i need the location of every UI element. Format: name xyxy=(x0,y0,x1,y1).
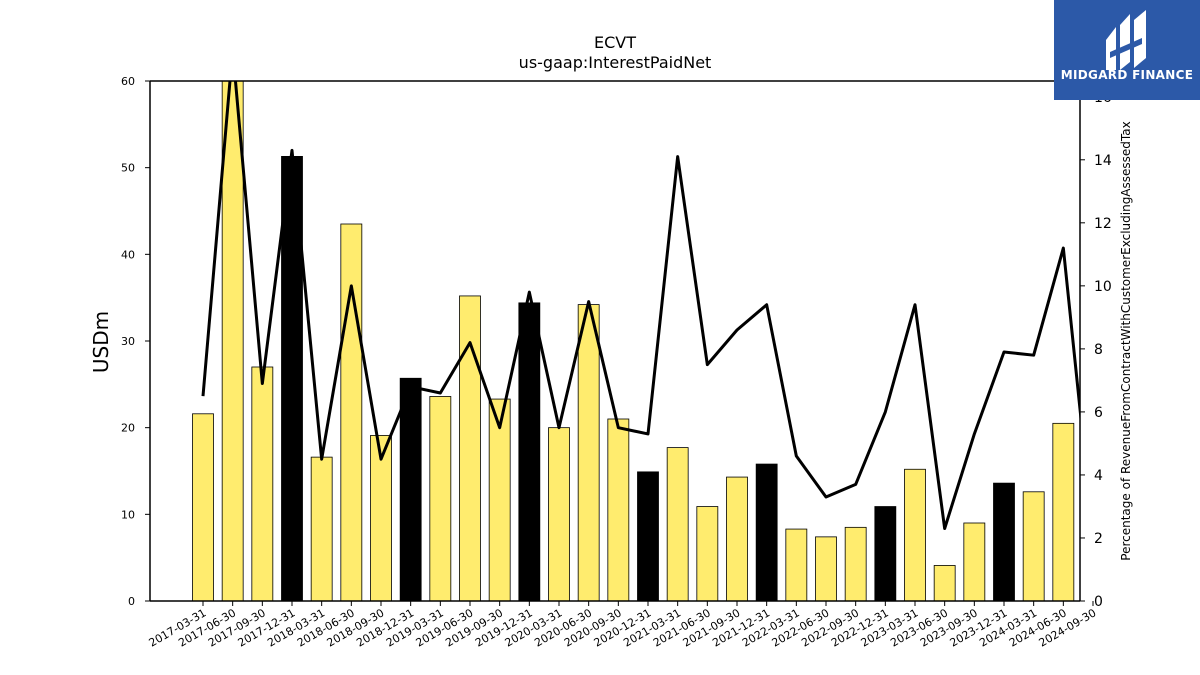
bar xyxy=(755,463,778,601)
bar xyxy=(785,528,808,601)
bar xyxy=(370,435,392,601)
bar xyxy=(251,366,274,601)
y2-tick-label: 0 xyxy=(1094,594,1103,610)
bar xyxy=(310,456,333,601)
bar xyxy=(696,506,719,601)
bar xyxy=(221,81,244,601)
chart-title: ECVT xyxy=(594,33,636,52)
bar xyxy=(399,377,422,601)
y-tick-label: 60 xyxy=(121,75,135,88)
y-tick-label: 30 xyxy=(121,335,135,348)
logo-text: MIDGARD FINANCE xyxy=(1060,68,1194,82)
bar xyxy=(933,565,956,601)
bar xyxy=(518,302,541,601)
bar xyxy=(726,476,748,601)
bar xyxy=(429,396,452,601)
y-axis-label: USDm xyxy=(89,311,113,373)
y2-tick-label: 6 xyxy=(1094,405,1103,421)
logo-mark-icon xyxy=(1106,10,1146,70)
bar xyxy=(192,413,214,601)
bar xyxy=(993,482,1015,601)
y2-tick-label: 4 xyxy=(1094,468,1103,484)
bar xyxy=(637,471,659,601)
bar xyxy=(963,522,986,601)
bar xyxy=(1052,422,1075,601)
bar xyxy=(459,295,481,601)
y-tick-label: 50 xyxy=(121,162,135,175)
y2-tick-label: 10 xyxy=(1094,279,1112,295)
series-line xyxy=(201,81,1080,531)
y-tick-label: 0 xyxy=(128,595,135,608)
y2-tick-label: 2 xyxy=(1094,531,1103,547)
y-tick-label: 20 xyxy=(121,422,135,435)
bar xyxy=(488,398,511,601)
y-tick-label: 40 xyxy=(121,248,135,261)
bar xyxy=(844,526,867,601)
bar xyxy=(1022,491,1045,601)
bar xyxy=(874,506,897,601)
midgard-finance-logo: MIDGARD FINANCE xyxy=(1054,0,1200,100)
bar xyxy=(340,223,363,601)
y2-tick-label: 14 xyxy=(1094,153,1112,169)
y-tick-label: 10 xyxy=(121,508,135,521)
y2-tick-label: 8 xyxy=(1094,342,1103,358)
bar xyxy=(904,468,926,601)
bar xyxy=(815,536,837,601)
chart-subtitle: us-gaap:InterestPaidNet xyxy=(519,53,712,72)
bar xyxy=(577,304,600,601)
bar xyxy=(607,418,630,601)
plot-line xyxy=(201,81,1080,531)
bar xyxy=(666,447,689,601)
y2-axis-label: Percentage of RevenueFromContractWithCus… xyxy=(1119,121,1133,560)
y2-tick-label: 12 xyxy=(1094,216,1112,232)
bar xyxy=(548,427,570,601)
plot-bars xyxy=(192,81,1075,601)
